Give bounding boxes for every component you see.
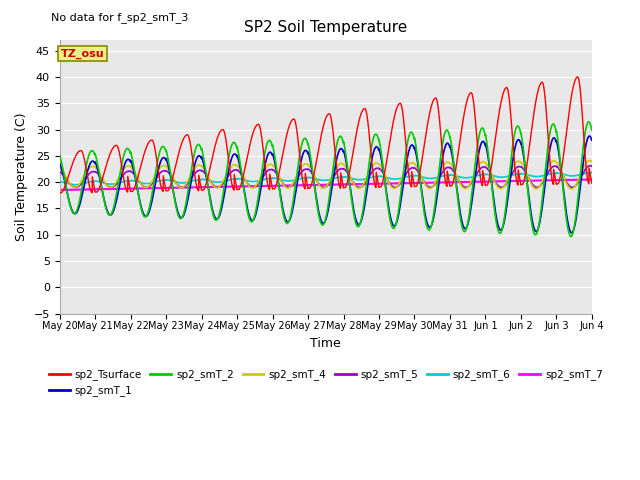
Text: No data for f_sp2_smT_3: No data for f_sp2_smT_3	[51, 12, 189, 23]
Title: SP2 Soil Temperature: SP2 Soil Temperature	[244, 20, 408, 35]
Legend: sp2_Tsurface, sp2_smT_1, sp2_smT_2, sp2_smT_4, sp2_smT_5, sp2_smT_6, sp2_smT_7: sp2_Tsurface, sp2_smT_1, sp2_smT_2, sp2_…	[45, 365, 607, 401]
X-axis label: Time: Time	[310, 337, 341, 350]
Y-axis label: Soil Temperature (C): Soil Temperature (C)	[15, 113, 28, 241]
Text: TZ_osu: TZ_osu	[61, 48, 104, 59]
